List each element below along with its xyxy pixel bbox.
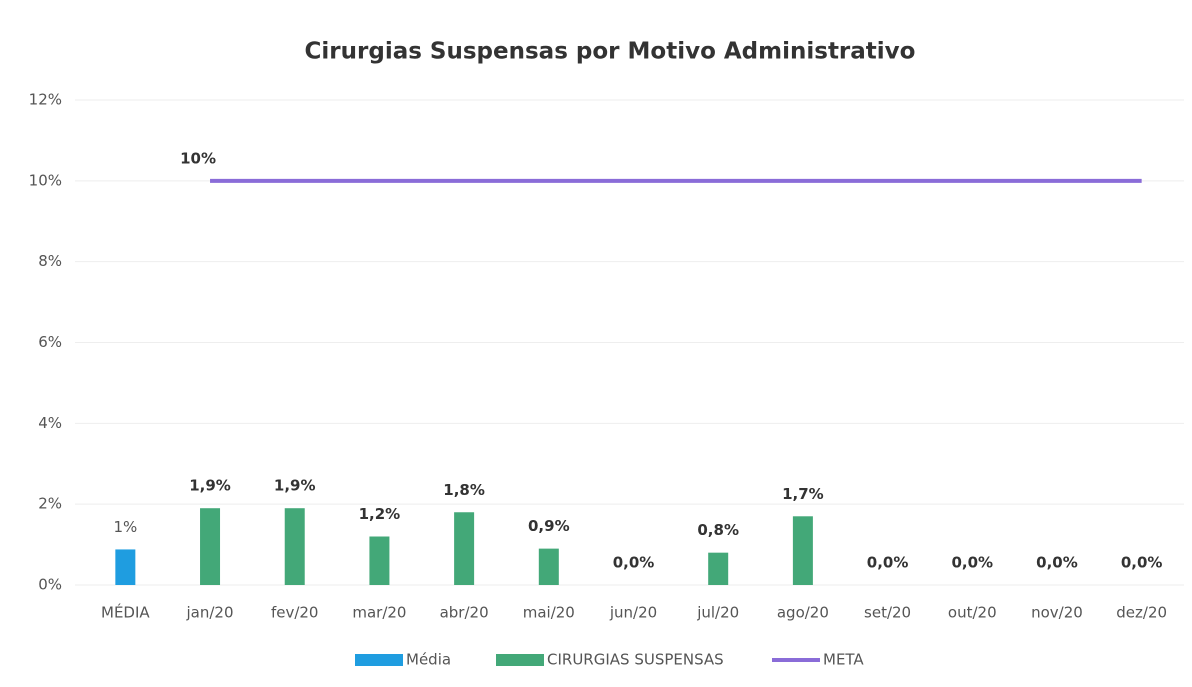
value-label: 0,9% <box>528 517 570 535</box>
legend-swatch <box>496 654 544 666</box>
value-label: 1,9% <box>189 477 231 495</box>
value-label: 0,0% <box>951 554 993 572</box>
x-tick-label: nov/20 <box>1031 604 1083 622</box>
legend-swatch <box>355 654 403 666</box>
bar <box>792 516 813 585</box>
x-tick-label: out/20 <box>948 604 997 622</box>
x-tick-label: mai/20 <box>523 604 575 622</box>
value-label: 0,0% <box>613 554 655 572</box>
bar <box>538 548 559 585</box>
bar <box>115 549 136 585</box>
legend-label: CIRURGIAS SUSPENSAS <box>547 651 724 669</box>
x-tick-label: jan/20 <box>186 604 234 622</box>
x-tick-label: set/20 <box>864 604 911 622</box>
y-tick-label: 10% <box>29 171 62 189</box>
bar <box>369 536 390 585</box>
y-tick-label: 8% <box>38 252 62 270</box>
value-label: 1,2% <box>359 505 401 523</box>
x-tick-label: mar/20 <box>352 604 406 622</box>
y-tick-label: 6% <box>38 333 62 351</box>
x-tick-label: fev/20 <box>271 604 319 622</box>
x-tick-label: jun/20 <box>609 604 657 622</box>
value-label: 1% <box>113 518 137 536</box>
x-tick-label: abr/20 <box>440 604 489 622</box>
bar <box>708 552 729 585</box>
x-tick-label: dez/20 <box>1116 604 1167 622</box>
value-label: 1,8% <box>443 481 485 499</box>
legend-label: META <box>823 651 864 669</box>
chart-title: Cirurgias Suspensas por Motivo Administr… <box>305 39 916 65</box>
bar <box>200 508 221 585</box>
bar <box>454 512 475 585</box>
value-label: 10% <box>180 149 216 167</box>
legend-label: Média <box>406 651 451 669</box>
value-label: 0,0% <box>867 554 909 572</box>
value-label: 0,8% <box>697 521 739 539</box>
x-tick-label: MÉDIA <box>101 603 150 622</box>
value-label: 0,0% <box>1036 554 1078 572</box>
value-label: 1,7% <box>782 485 824 503</box>
x-tick-label: ago/20 <box>777 604 829 622</box>
value-label: 0,0% <box>1121 554 1163 572</box>
value-label: 1,9% <box>274 477 316 495</box>
y-tick-label: 0% <box>38 576 62 594</box>
bar <box>284 508 305 585</box>
y-tick-label: 12% <box>29 91 62 109</box>
x-tick-label: jul/20 <box>696 604 739 622</box>
y-tick-label: 2% <box>38 495 62 513</box>
y-tick-label: 4% <box>38 414 62 432</box>
